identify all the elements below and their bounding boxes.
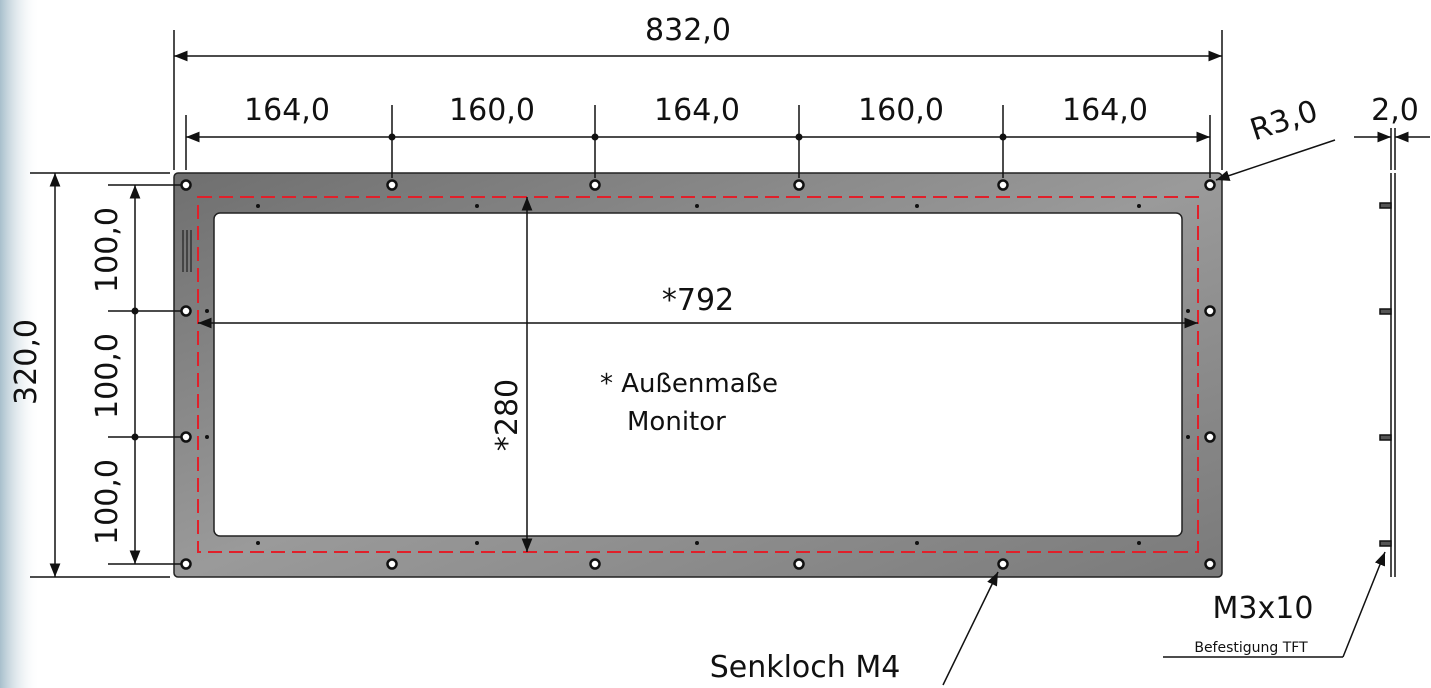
side-view bbox=[1379, 173, 1396, 577]
small-holes bbox=[205, 204, 1190, 545]
vertical-segment-label-1: 100,0 bbox=[90, 207, 125, 293]
star-note-line1: * Außenmaße bbox=[600, 369, 778, 399]
segment-label-5: 164,0 bbox=[1062, 93, 1148, 128]
mounting-holes bbox=[180, 179, 1216, 570]
screw-sub-label: Befestigung TFT bbox=[1194, 640, 1308, 656]
total-height-label: 320,0 bbox=[9, 319, 44, 405]
dimension-lines bbox=[30, 30, 1430, 686]
mounting-plate bbox=[173, 172, 1223, 578]
star-note-line2: Monitor bbox=[627, 407, 726, 437]
dimension-dots bbox=[131, 133, 1007, 441]
segment-label-3: 164,0 bbox=[654, 93, 740, 128]
inner-width-label: *792 bbox=[662, 283, 734, 318]
screw-label: M3x10 bbox=[1213, 591, 1314, 626]
vent-slots bbox=[182, 230, 192, 272]
segment-label-1: 164,0 bbox=[244, 93, 330, 128]
countersink-label: Senkloch M4 bbox=[710, 650, 901, 685]
monitor-outline-dashed bbox=[197, 196, 1199, 553]
vertical-segment-label-2: 100,0 bbox=[90, 333, 125, 419]
inner-height-label: *280 bbox=[490, 379, 525, 451]
segment-label-2: 160,0 bbox=[449, 93, 535, 128]
thickness-label: 2,0 bbox=[1371, 93, 1419, 128]
corner-radius-label: R3,0 bbox=[1246, 94, 1322, 148]
vertical-segment-label-3: 100,0 bbox=[90, 459, 125, 545]
cutout bbox=[213, 212, 1183, 537]
background-edge bbox=[0, 0, 40, 688]
segment-label-4: 160,0 bbox=[858, 93, 944, 128]
total-width-label: 832,0 bbox=[645, 13, 731, 48]
